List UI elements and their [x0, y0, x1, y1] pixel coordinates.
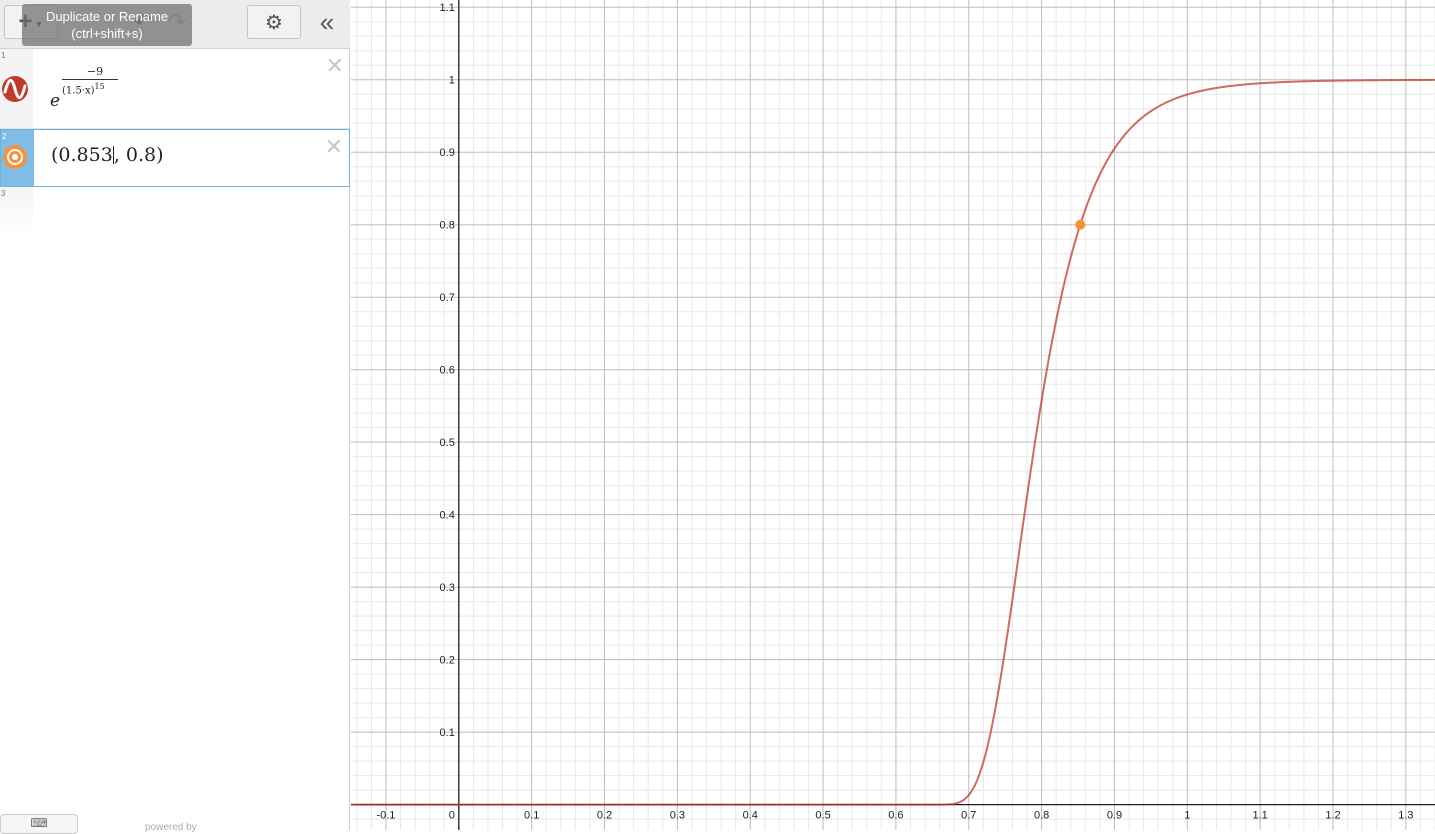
x-tick-label: 0.4 — [743, 810, 758, 822]
expression-panel: + ▼ ↶ ↷ ⚙ « Duplicate or Rename (ctrl+sh… — [0, 0, 350, 834]
x-tick-label: 0.2 — [597, 810, 612, 822]
y-tick-label: 0.3 — [440, 582, 455, 594]
formula-denominator: (1.5·x)15 — [62, 82, 105, 96]
x-tick-label: 1.3 — [1398, 810, 1413, 822]
y-tick-label: 0.2 — [440, 655, 455, 667]
axes — [351, 0, 1435, 830]
text-cursor — [112, 146, 114, 164]
major-gridlines — [351, 0, 1435, 830]
curve-icon[interactable] — [1, 75, 31, 105]
tooltip-shortcut: (ctrl+shift+s) — [71, 26, 143, 41]
row-number: 3 — [1, 189, 6, 198]
x-tick-label: 0.6 — [888, 810, 903, 822]
x-tick-label: 0.3 — [670, 810, 685, 822]
x-tick-label: 1.1 — [1253, 810, 1268, 822]
tooltip: Duplicate or Rename (ctrl+shift+s) — [22, 4, 192, 46]
y-tick-label: 0.5 — [440, 437, 455, 449]
y-tick-label: 0.6 — [440, 365, 455, 377]
expression-gutter[interactable]: 1 — [0, 49, 33, 128]
fraction-bar — [62, 79, 118, 80]
y-tick-label: 1 — [449, 75, 455, 87]
expression-toolbar: + ▼ ↶ ↷ ⚙ « Duplicate or Rename (ctrl+sh… — [0, 0, 350, 49]
y-tick-label: 1.1 — [440, 2, 455, 14]
minor-gridlines — [351, 0, 1435, 830]
settings-button[interactable]: ⚙ — [247, 5, 301, 39]
point-icon[interactable] — [2, 143, 30, 171]
x-tick-label: -0.1 — [376, 810, 395, 822]
expression-input[interactable]: (0.853, 0.8) — [51, 144, 164, 166]
collapse-panel-button[interactable]: « — [310, 5, 344, 39]
y-tick-label: 0.7 — [440, 292, 455, 304]
expression-row-3[interactable]: 3 — [0, 187, 350, 237]
x-tick-labels: -0.1 0 0.1 0.2 0.3 0.4 0.5 0.6 0.7 0.8 0.9 1 1.1 1.2 1… — [376, 810, 1413, 822]
keyboard-icon: ⌨ — [30, 816, 48, 830]
text-before-cursor: (0.853 — [51, 144, 113, 166]
x-tick-label: 1.2 — [1325, 810, 1340, 822]
row-number: 2 — [2, 132, 7, 141]
y-tick-label: 0.9 — [440, 147, 455, 159]
graph-canvas[interactable]: -0.1 0 0.1 0.2 0.3 0.4 0.5 0.6 0.7 0.8 0.9 1 1.1 1.2 1… — [351, 0, 1435, 830]
y-tick-label: 0.8 — [440, 220, 455, 232]
delete-expression-button[interactable]: ✕ — [324, 134, 343, 159]
tooltip-title: Duplicate or Rename — [45, 9, 169, 24]
x-tick-label: 0.9 — [1107, 810, 1122, 822]
points — [1075, 219, 1086, 230]
expression-row-1[interactable]: 1 e −9 (1.5·x)15 ✕ — [0, 49, 350, 129]
powered-by-label: powered by — [145, 822, 197, 833]
gear-icon: ⚙ — [265, 11, 283, 34]
x-tick-label: 0.7 — [961, 810, 976, 822]
denominator-exponent: 15 — [94, 82, 105, 91]
row-number: 1 — [1, 51, 6, 60]
formula-numerator: −9 — [86, 65, 104, 78]
expression-gutter[interactable]: 2 — [1, 130, 34, 186]
x-tick-label: 0.1 — [524, 810, 539, 822]
y-tick-labels: 0.1 0.2 0.3 0.4 0.5 0.6 0.7 0.8 0.9 1 1.1 — [440, 2, 455, 739]
expression-gutter: 3 — [0, 187, 33, 237]
x-tick-label: 0 — [449, 810, 455, 822]
double-chevron-left-icon: « — [319, 6, 335, 37]
function-curve — [351, 78, 1435, 806]
keyboard-button[interactable]: ⌨ — [0, 814, 78, 834]
formula-base: e — [50, 91, 61, 111]
x-tick-label: 1 — [1184, 810, 1190, 822]
delete-expression-button[interactable]: ✕ — [325, 53, 344, 78]
plotted-point — [1075, 219, 1086, 230]
denominator-base: (1.5·x) — [62, 85, 95, 97]
x-tick-label: 0.5 — [815, 810, 830, 822]
curves — [351, 78, 1435, 806]
text-after-cursor: , 0.8) — [113, 144, 164, 166]
x-tick-label: 0.8 — [1034, 810, 1049, 822]
y-tick-label: 0.4 — [440, 510, 455, 522]
expression-row-2[interactable]: 2 (0.853, 0.8) ✕ — [0, 129, 350, 187]
y-tick-label: 0.1 — [440, 727, 455, 739]
